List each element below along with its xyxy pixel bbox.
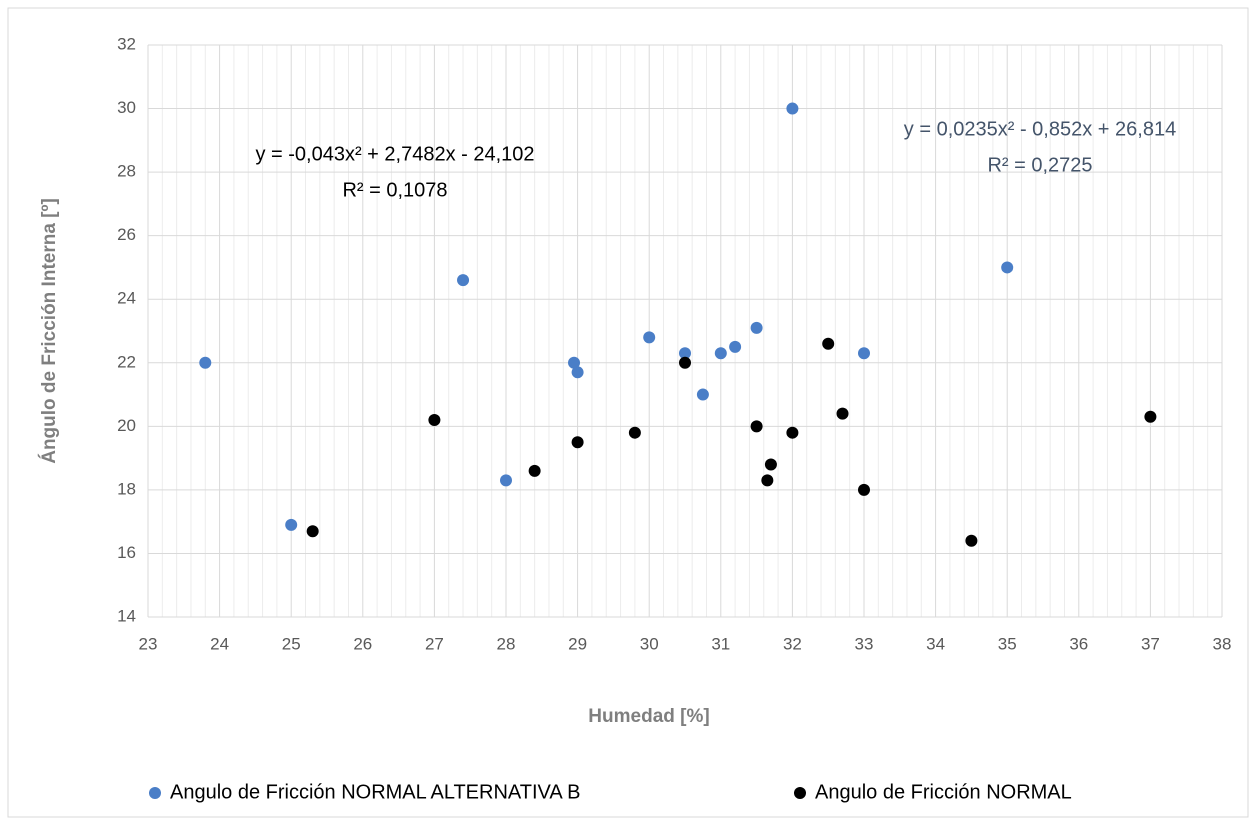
legend-label: Angulo de Fricción NORMAL ALTERNATIVA B xyxy=(170,781,581,803)
y-tick-label: 18 xyxy=(117,479,136,498)
x-tick-label: 30 xyxy=(640,634,659,653)
data-point xyxy=(858,347,870,360)
data-point xyxy=(1001,261,1014,274)
y-tick-label: 16 xyxy=(117,543,136,562)
x-tick-label: 38 xyxy=(1213,634,1232,653)
x-tick-label: 31 xyxy=(711,634,730,653)
y-tick-label: 20 xyxy=(117,416,136,435)
data-point xyxy=(285,518,298,531)
data-point xyxy=(571,366,584,379)
data-point xyxy=(199,356,212,369)
data-point xyxy=(457,274,470,287)
data-point xyxy=(528,464,541,477)
y-tick-label: 26 xyxy=(117,225,136,244)
data-point xyxy=(965,534,978,547)
data-point xyxy=(628,426,641,439)
x-tick-label: 29 xyxy=(568,634,587,653)
data-point xyxy=(1144,410,1157,423)
y-axis-title: Ángulo de Fricción Interna [º] xyxy=(38,198,60,464)
x-tick-label: 26 xyxy=(353,634,372,653)
y-tick-label: 22 xyxy=(117,352,136,371)
x-tick-label: 23 xyxy=(139,634,158,653)
data-point xyxy=(750,420,763,433)
data-point xyxy=(643,331,656,344)
legend-label: Angulo de Fricción NORMAL xyxy=(815,781,1072,803)
x-tick-label: 32 xyxy=(783,634,802,653)
data-point xyxy=(786,426,799,439)
chart-border xyxy=(7,7,1249,818)
x-tick-label: 34 xyxy=(926,634,945,653)
data-point xyxy=(679,356,691,369)
data-point xyxy=(696,388,709,401)
x-tick-label: 25 xyxy=(282,634,301,653)
y-tick-label: 24 xyxy=(117,289,136,308)
data-point xyxy=(858,483,870,496)
x-tick-label: 35 xyxy=(998,634,1017,653)
data-point xyxy=(822,337,835,350)
data-point xyxy=(761,474,774,487)
x-tick-label: 24 xyxy=(210,634,229,653)
x-tick-label: 27 xyxy=(425,634,444,653)
x-tick-label: 36 xyxy=(1069,634,1088,653)
data-point xyxy=(428,413,441,426)
y-tick-label: 32 xyxy=(117,34,136,53)
data-point xyxy=(836,407,849,420)
trendline-equation: y = -0,043x² + 2,7482x - 24,102 xyxy=(255,143,534,165)
x-axis-title: Humedad [%] xyxy=(588,706,709,727)
data-point xyxy=(764,458,777,471)
trendline-r2: R² = 0,1078 xyxy=(342,179,447,201)
data-point xyxy=(568,356,581,369)
y-tick-label: 28 xyxy=(117,162,136,181)
data-point xyxy=(679,347,691,360)
data-point xyxy=(306,525,319,538)
trendline-equation: y = 0,0235x² - 0,852x + 26,814 xyxy=(904,118,1176,140)
y-tick-label: 30 xyxy=(117,98,136,117)
legend-marker xyxy=(794,787,806,799)
y-tick-label: 14 xyxy=(117,606,136,625)
legend-marker xyxy=(149,787,161,799)
data-point xyxy=(714,347,727,360)
x-tick-label: 37 xyxy=(1141,634,1160,653)
trendline-r2: R² = 0,2725 xyxy=(987,154,1092,176)
data-point xyxy=(750,321,763,334)
x-tick-label: 28 xyxy=(497,634,516,653)
data-point xyxy=(786,102,799,115)
data-point xyxy=(500,474,512,487)
x-tick-label: 33 xyxy=(855,634,874,653)
data-point xyxy=(729,340,742,353)
data-point xyxy=(571,436,584,449)
